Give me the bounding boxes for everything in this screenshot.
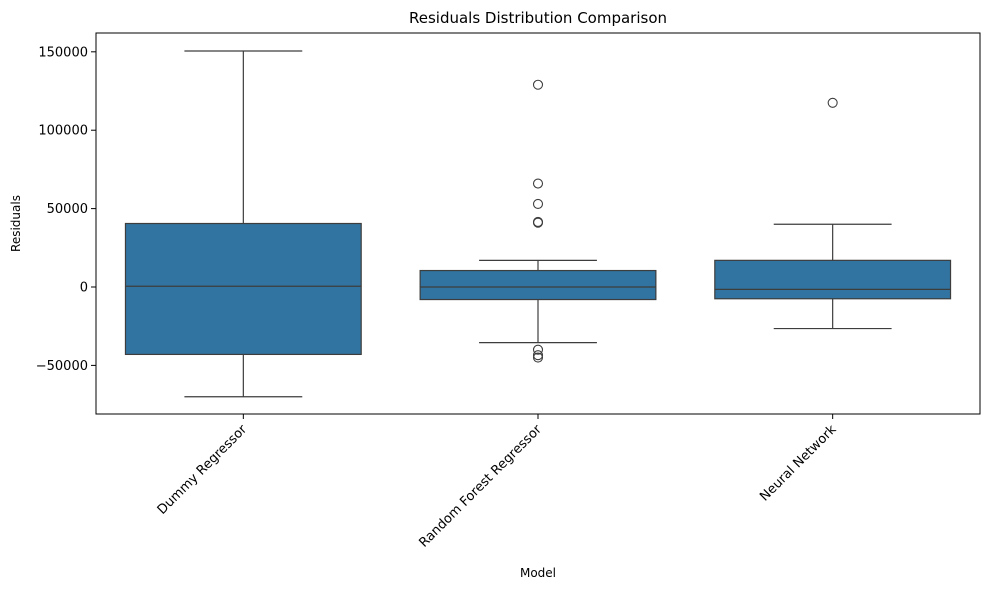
y-axis-label: Residuals (9, 195, 23, 252)
outlier-point (532, 79, 544, 90)
iqr-box (714, 259, 952, 300)
outlier-point (532, 178, 544, 189)
outlier-point (827, 97, 838, 108)
x-axis-label: Model (520, 566, 556, 580)
y-tick-label: 100000 (38, 124, 88, 139)
outlier-point (532, 344, 544, 355)
y-tick-label: 0 (80, 281, 88, 296)
x-tick-label: Random Forest Regressor (416, 422, 545, 551)
y-tick-label: −50000 (36, 359, 88, 374)
y-tick-label: 150000 (38, 45, 88, 60)
x-tick-label: Neural Network (757, 422, 840, 505)
outlier-point (532, 217, 544, 228)
box-group-3 (714, 97, 952, 330)
outlier-point (532, 352, 544, 363)
x-tick-label: Dummy Regressor (155, 422, 251, 518)
iqr-box (419, 269, 657, 301)
box-group-1 (124, 50, 362, 398)
plot-area (124, 50, 952, 398)
outlier-point (532, 350, 544, 361)
chart-title: Residuals Distribution Comparison (409, 9, 667, 27)
y-tick-label: 50000 (47, 202, 88, 217)
outlier-point (532, 198, 544, 209)
box-group-2 (419, 79, 657, 363)
iqr-box (124, 222, 362, 356)
